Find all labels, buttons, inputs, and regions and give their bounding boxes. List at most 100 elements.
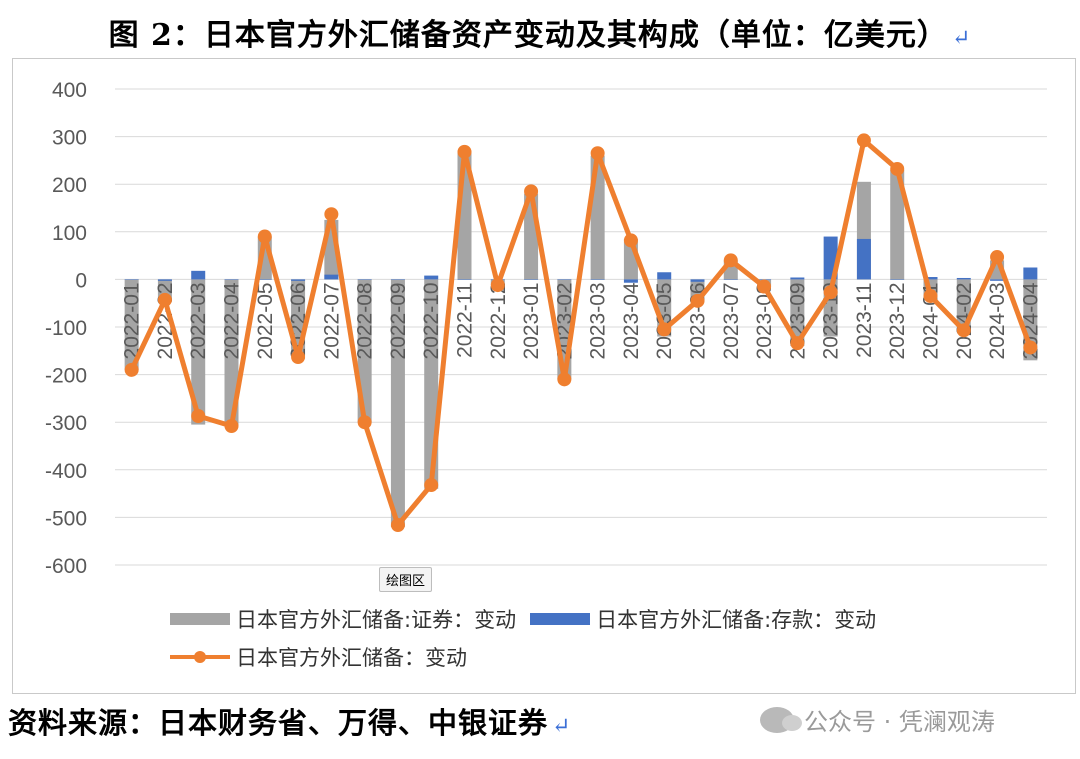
bar-deposits[interactable]: [723, 279, 738, 280]
total-point[interactable]: [723, 253, 738, 268]
bar-deposits[interactable]: [224, 279, 239, 280]
x-tick-label: 2023-05: [653, 282, 676, 359]
total-point[interactable]: [790, 336, 805, 351]
bar-deposits[interactable]: [856, 238, 871, 280]
total-point[interactable]: [923, 289, 938, 304]
bar-securities[interactable]: [124, 279, 139, 370]
chart-frame[interactable]: [12, 58, 1076, 694]
total-series-line[interactable]: [129, 137, 1033, 528]
plot-area-tooltip: 绘图区: [379, 567, 433, 592]
bar-securities[interactable]: [224, 279, 239, 427]
legend-label-total: 日本官方外汇储备：变动: [236, 646, 467, 670]
total-point[interactable]: [1023, 340, 1038, 355]
total-point[interactable]: [390, 518, 405, 533]
bar-deposits[interactable]: [657, 272, 672, 280]
bar-deposits[interactable]: [557, 279, 572, 280]
return-mark-icon: ↵: [951, 26, 972, 51]
x-tick-label: 2024-03: [986, 282, 1009, 359]
bar-deposits[interactable]: [324, 274, 339, 280]
total-point[interactable]: [257, 229, 272, 244]
total-point[interactable]: [157, 292, 172, 307]
total-point[interactable]: [623, 233, 638, 248]
bar-deposits[interactable]: [157, 279, 172, 281]
x-tick-label: 2022-04: [221, 282, 244, 359]
source-note: 资料来源：日本财务省、万得、中银证券 ↵: [8, 700, 571, 742]
x-tick-label: 2022-03: [187, 282, 210, 359]
y-tick-label: 400: [52, 79, 87, 102]
bar-deposits[interactable]: [124, 279, 139, 280]
bar-deposits[interactable]: [291, 279, 306, 281]
total-point[interactable]: [357, 415, 372, 430]
x-tick-label: 2022-05: [254, 282, 277, 359]
bar-deposits[interactable]: [990, 279, 1005, 281]
total-point[interactable]: [990, 250, 1005, 265]
bar-deposits[interactable]: [357, 279, 372, 280]
total-point[interactable]: [124, 362, 139, 377]
legend-item-securities[interactable]: 日本官方外汇储备:证券：变动: [170, 604, 516, 634]
x-tick-label: 2022-10: [420, 282, 443, 359]
bar-deposits[interactable]: [923, 277, 938, 280]
bar-deposits[interactable]: [457, 279, 472, 280]
y-tick-label: 0: [75, 269, 87, 292]
legend-swatch-deposits: [530, 613, 591, 625]
chart-title: 图 2：日本官方外汇储备资产变动及其构成（单位：亿美元） ↵: [0, 10, 1080, 54]
x-tick-label: 2022-07: [320, 282, 343, 359]
bar-securities[interactable]: [890, 169, 905, 280]
bar-securities[interactable]: [790, 279, 805, 347]
total-point[interactable]: [890, 161, 905, 176]
y-tick-label: -600: [45, 555, 87, 578]
total-point[interactable]: [324, 207, 339, 222]
total-point[interactable]: [657, 322, 672, 337]
x-tick-label: 2024-02: [953, 282, 976, 359]
bar-securities[interactable]: [191, 279, 206, 425]
legend[interactable]: 日本官方外汇储备:证券：变动 日本官方外汇储备:存款：变动 日本官方外汇储备：变…: [170, 600, 890, 676]
total-point[interactable]: [224, 419, 239, 434]
y-tick-label: -300: [45, 412, 87, 435]
total-point[interactable]: [590, 146, 605, 161]
bar-securities[interactable]: [390, 279, 405, 527]
bar-deposits[interactable]: [790, 277, 805, 280]
total-point[interactable]: [424, 478, 439, 493]
total-point[interactable]: [823, 285, 838, 300]
legend-item-deposits[interactable]: 日本官方外汇储备:存款：变动: [530, 604, 876, 634]
bar-deposits[interactable]: [623, 279, 638, 283]
x-tick-label: 2022-01: [121, 282, 144, 359]
bar-deposits[interactable]: [590, 279, 605, 280]
total-point[interactable]: [757, 279, 772, 294]
chart-title-text: 图 2：日本官方外汇储备资产变动及其构成（单位：亿美元）: [108, 18, 948, 53]
bar-deposits[interactable]: [890, 279, 905, 280]
bar-securities[interactable]: [157, 279, 172, 299]
legend-item-total[interactable]: 日本官方外汇储备：变动: [170, 642, 467, 672]
total-point[interactable]: [524, 184, 539, 199]
total-point[interactable]: [956, 323, 971, 338]
watermark-text: 公众号 · 凭澜观涛: [804, 708, 995, 736]
bar-deposits[interactable]: [424, 275, 439, 280]
y-tick-label: 100: [52, 222, 87, 245]
total-point[interactable]: [191, 409, 206, 424]
bar-deposits[interactable]: [191, 270, 206, 280]
x-tick-label: 2022-11: [454, 282, 477, 358]
watermark: 公众号 · 凭澜观涛: [760, 702, 995, 737]
total-point[interactable]: [291, 349, 306, 364]
legend-label-securities: 日本官方外汇储备:证券：变动: [236, 608, 517, 632]
y-axis-tick-labels: 400 300 200 100 0 -100 -200 -300 -400 -500 -600: [45, 79, 87, 578]
bar-deposits[interactable]: [956, 277, 971, 280]
total-point[interactable]: [457, 144, 472, 159]
bar-deposits[interactable]: [524, 279, 539, 280]
y-tick-label: -100: [45, 317, 87, 340]
legend-swatch-securities: [170, 613, 230, 625]
total-point[interactable]: [690, 293, 705, 308]
return-mark-icon: ↵: [552, 714, 572, 739]
x-tick-label: 2022-09: [387, 282, 410, 359]
bar-deposits[interactable]: [257, 279, 272, 280]
bar-deposits[interactable]: [1023, 267, 1038, 280]
y-tick-label: -500: [45, 507, 87, 530]
x-tick-label: 2023-04: [620, 282, 643, 359]
bar-deposits[interactable]: [390, 279, 405, 280]
total-point[interactable]: [856, 133, 871, 148]
y-tick-label: -200: [45, 365, 87, 388]
bar-deposits[interactable]: [690, 279, 705, 282]
total-point[interactable]: [490, 278, 505, 293]
total-point[interactable]: [557, 372, 572, 387]
